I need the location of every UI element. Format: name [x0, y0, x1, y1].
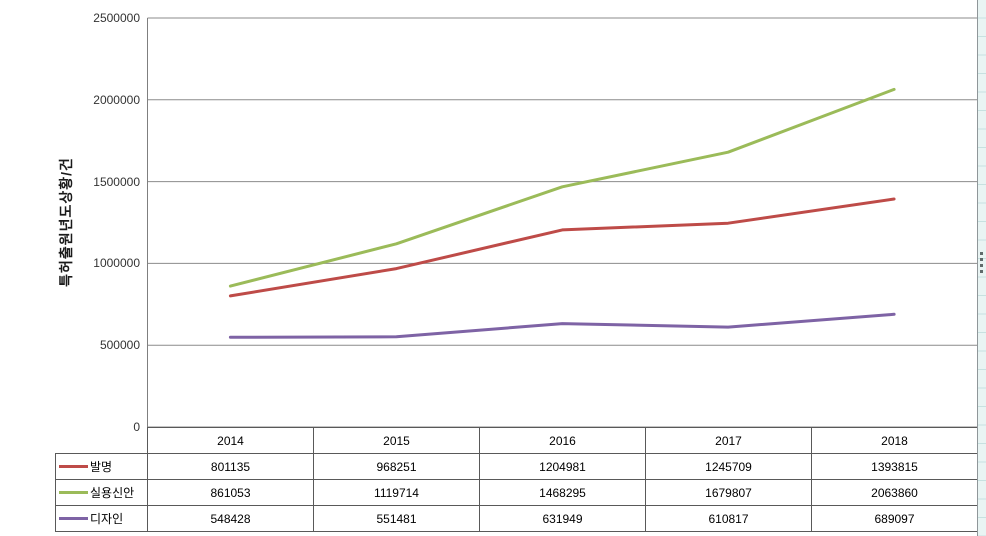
value-cell: 968251: [313, 453, 480, 480]
legend-series-name: 실용신안: [90, 486, 135, 500]
table-row: 발명 801135 968251 1204981 1245709 1393815: [55, 453, 978, 480]
year-header-cell: 2017: [645, 427, 812, 454]
value-cell: 1119714: [313, 479, 480, 506]
legend-key-cell: 디자인: [55, 505, 148, 532]
value-cell: 548428: [147, 505, 314, 532]
table-corner-blank: [55, 427, 148, 454]
value-cell: 801135: [147, 453, 314, 480]
year-header-cell: 2016: [479, 427, 646, 454]
table-row: 실용신안 861053 1119714 1468295 1679807 2063860: [55, 479, 978, 506]
y-tick-label: 1000000: [93, 256, 140, 271]
legend-series-name: 발명: [90, 460, 113, 474]
y-tick-label: 1500000: [93, 174, 140, 189]
legend-entry: 디자인: [57, 510, 147, 527]
value-cell: 1679807: [645, 479, 812, 506]
legend-line-swatch-icon: [59, 491, 88, 494]
year-header-cell: 2018: [811, 427, 978, 454]
legend-key-cell: 실용신안: [55, 479, 148, 506]
value-cell: 551481: [313, 505, 480, 532]
grip-dot: [980, 270, 983, 273]
value-cell: 1245709: [645, 453, 812, 480]
y-tick-label: 2000000: [93, 92, 140, 107]
grip-dot: [980, 252, 983, 255]
table-header-row: 2014 2015 2016 2017 2018: [55, 427, 978, 454]
legend-key-cell: 발명: [55, 453, 148, 480]
chart-data-table: 2014 2015 2016 2017 2018 발명 801135 968251 120498…: [55, 427, 978, 532]
y-tick-label: 500000: [99, 338, 140, 353]
year-header-cell: 2015: [313, 427, 480, 454]
series-line-발명[interactable]: [228, 197, 896, 298]
series-line-실용신안[interactable]: [228, 87, 896, 288]
legend-line-swatch-icon: [59, 465, 88, 468]
value-cell: 1204981: [479, 453, 646, 480]
value-cell: 689097: [811, 505, 978, 532]
y-tick-label: 2500000: [93, 11, 140, 25]
legend-entry: 발명: [57, 458, 147, 475]
value-cell: 2063860: [811, 479, 978, 506]
value-cell: 631949: [479, 505, 646, 532]
grip-dot: [980, 258, 983, 261]
grip-dot: [980, 264, 983, 267]
legend-series-name: 디자인: [90, 512, 124, 526]
legend-line-swatch-icon: [59, 517, 88, 520]
year-header-cell: 2014: [147, 427, 314, 454]
y-axis-title: 특허출원년도상황/건: [58, 157, 74, 287]
legend-entry: 실용신안: [57, 484, 147, 501]
spreadsheet-cells-strip: [978, 0, 986, 536]
value-cell: 610817: [645, 505, 812, 532]
table-row: 디자인 548428 551481 631949 610817 689097: [55, 505, 978, 532]
series-line-디자인[interactable]: [228, 312, 896, 339]
y-tick-label: 0: [133, 420, 140, 434]
value-cell: 1468295: [479, 479, 646, 506]
value-cell: 861053: [147, 479, 314, 506]
value-cell: 1393815: [811, 453, 978, 480]
spreadsheet-column-border: [977, 0, 978, 536]
